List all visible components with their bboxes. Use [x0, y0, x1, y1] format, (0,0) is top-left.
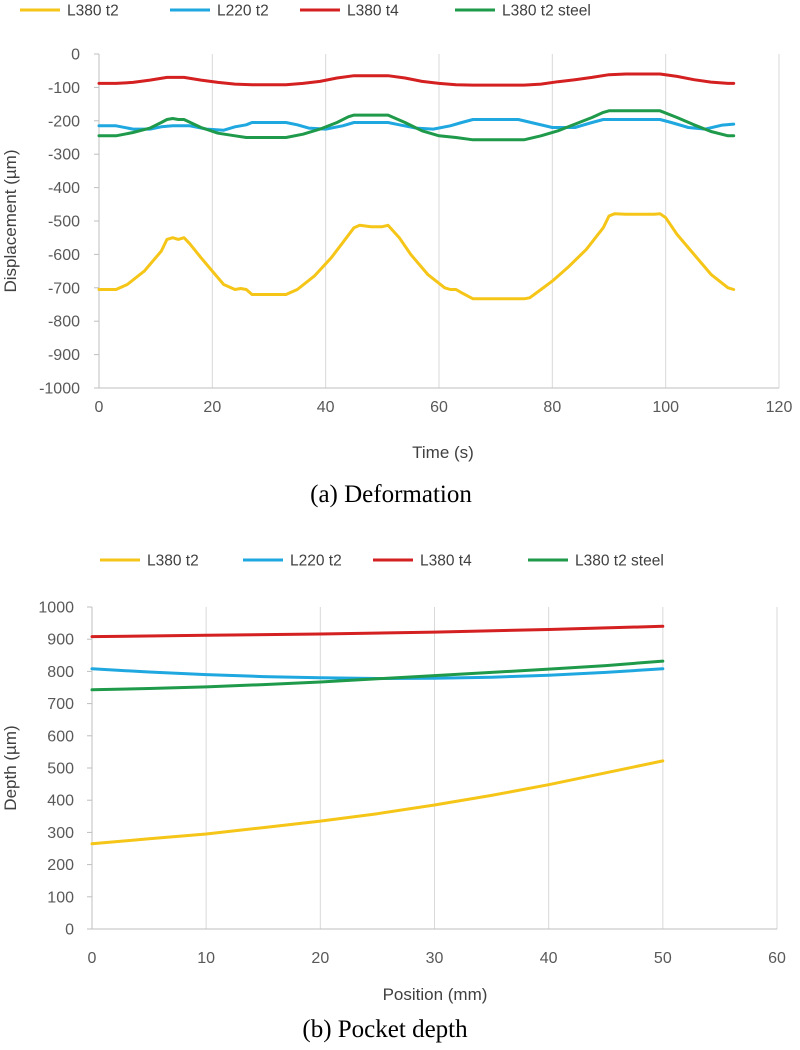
y-tick-label: 1000	[38, 600, 74, 617]
legend-label: L380 t2	[147, 553, 199, 570]
y-tick-label: 900	[47, 632, 74, 649]
legend-label: L380 t2	[67, 3, 119, 20]
y-tick-label: 200	[47, 857, 74, 874]
series-line-3	[97, 72, 736, 87]
y-tick-label: -200	[48, 113, 80, 130]
legend-label: L380 t4	[420, 553, 472, 570]
chart-pocket-depth: 0 100 200 300 400 500 600 700 800 900 1000 0 10 20 30 4…	[1, 553, 786, 1044]
x-tick-label: 40	[540, 950, 558, 967]
legend: L380 t2 L220 t2 L380 t4 L380 t2 steel	[20, 3, 591, 20]
x-tick-label: 10	[197, 950, 215, 967]
legend: L380 t2 L220 t2 L380 t4 L380 t2 steel	[100, 553, 664, 570]
legend-label: L380 t4	[347, 3, 399, 20]
y-tick-label: -1000	[39, 381, 80, 398]
x-axis-title: Position (mm)	[383, 985, 488, 1004]
y-tick-label: 0	[65, 922, 74, 939]
series-line-1	[90, 759, 665, 846]
y-tick-label: -600	[48, 247, 80, 264]
x-tick-label: 120	[766, 399, 793, 416]
legend-label: L380 t2 steel	[502, 3, 591, 20]
y-tick-label: 700	[47, 696, 74, 713]
y-tick-label: -700	[48, 280, 80, 297]
y-tick-label: 800	[47, 664, 74, 681]
chart-deformation: 0 -100 -200 -300 -400 -500 -600 -700 -800 -900 -10…	[1, 3, 792, 509]
series-line-3	[90, 624, 665, 639]
y-tick-label: 500	[47, 761, 74, 778]
x-tick-label: 100	[652, 399, 679, 416]
y-tick-label: -500	[48, 214, 80, 231]
y-tick-label: -800	[48, 314, 80, 331]
x-tick-label: 30	[426, 950, 444, 967]
series-line-4	[97, 109, 736, 142]
y-tick-label: -900	[48, 347, 80, 364]
legend-label: L380 t2 steel	[575, 553, 664, 570]
y-axis-title: Displacement (µm)	[1, 150, 20, 293]
x-tick-label: 0	[88, 950, 97, 967]
series-line-4	[90, 659, 665, 692]
series-line-1	[97, 212, 736, 301]
x-tick-label: 60	[768, 950, 786, 967]
x-tick-label: 20	[311, 950, 329, 967]
x-tick-label: 20	[203, 399, 221, 416]
figure-caption: (b) Pocket depth	[302, 1016, 468, 1043]
x-axis-title: Time (s)	[412, 443, 474, 462]
y-axis-title: Depth (µm)	[1, 725, 20, 810]
y-tick-label: 600	[47, 728, 74, 745]
figure-caption: (a) Deformation	[310, 481, 472, 508]
x-tick-label: 0	[95, 399, 104, 416]
y-tick-label: 300	[47, 825, 74, 842]
y-tick-label: -400	[48, 180, 80, 197]
legend-label: L220 t2	[217, 3, 269, 20]
y-tick-label: 400	[47, 793, 74, 810]
y-tick-label: -100	[48, 80, 80, 97]
x-tick-label: 40	[317, 399, 335, 416]
series-line-2	[90, 667, 665, 680]
y-tick-label: -300	[48, 147, 80, 164]
x-tick-label: 50	[654, 950, 672, 967]
y-tick-label: 0	[71, 47, 80, 64]
x-tick-label: 60	[430, 399, 448, 416]
x-tick-label: 80	[543, 399, 561, 416]
legend-label: L220 t2	[290, 553, 342, 570]
y-tick-label: 100	[47, 889, 74, 906]
